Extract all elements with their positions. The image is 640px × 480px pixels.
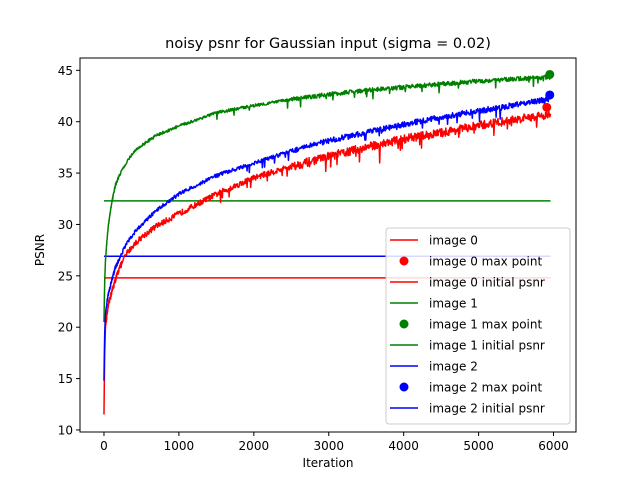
x-tick-label-3: 3000 (313, 439, 344, 453)
legend-label-6: image 2 (429, 360, 478, 374)
legend-label-5: image 1 initial psnr (429, 339, 545, 353)
legend-marker-7 (399, 382, 409, 392)
y-axis-label: PSNR (33, 234, 47, 266)
legend-label-4: image 1 max point (429, 318, 542, 332)
y-tick-label-2: 20 (58, 321, 73, 335)
y-tick-label-3: 25 (58, 269, 73, 283)
series-line-0 (103, 110, 552, 415)
chart-title: noisy psnr for Gaussian input (sigma = 0… (165, 36, 491, 52)
legend-box (385, 227, 571, 425)
plot-frame (79, 57, 577, 433)
y-tick-label-7: 45 (58, 64, 73, 78)
legend-marker-1 (399, 256, 409, 266)
x-tick-label-2: 2000 (239, 439, 270, 453)
legend-label-1: image 0 max point (429, 255, 542, 269)
x-tick-label-6: 6000 (538, 439, 569, 453)
max-point-2 (545, 90, 555, 100)
series-line-1 (103, 74, 552, 323)
plot-area (103, 74, 552, 415)
max-point-1 (545, 69, 555, 79)
y-tick-label-1: 15 (58, 372, 73, 386)
x-tick-label-4: 4000 (388, 439, 419, 453)
y-tick-label-0: 10 (58, 423, 73, 437)
legend-label-8: image 2 initial psnr (429, 402, 545, 416)
x-axis-label: Iteration (303, 456, 354, 470)
y-tick-label-6: 40 (58, 115, 73, 129)
legend-label-7: image 2 max point (429, 381, 542, 395)
x-tick-label-5: 5000 (463, 439, 494, 453)
series-line-2 (103, 96, 552, 381)
y-tick-label-5: 35 (58, 167, 73, 181)
legend-marker-4 (399, 319, 409, 329)
y-tick-label-4: 30 (58, 218, 73, 232)
legend-label-0: image 0 (429, 234, 478, 248)
x-tick-label-0: 0 (100, 439, 108, 453)
legend-label-2: image 0 initial psnr (429, 276, 545, 290)
max-point-0 (542, 102, 552, 112)
legend-label-3: image 1 (429, 297, 478, 311)
x-tick-label-1: 1000 (164, 439, 195, 453)
